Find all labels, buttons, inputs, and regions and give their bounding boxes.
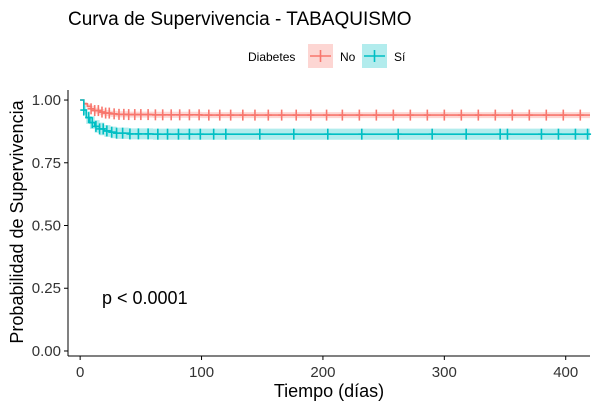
legend-title: Diabetes [248,50,295,64]
legend-item-si: Sí [362,44,406,68]
censor-marks [80,103,592,140]
chart-title: Curva de Supervivencia - TABAQUISMO [68,9,412,30]
x-tick-label: 0 [76,364,84,381]
confidence-bands [80,100,590,140]
ci-band-no [80,100,590,119]
y-tick-label: 0.00 [32,343,61,360]
legend: Diabetes No Sí [248,44,406,68]
plot-area [80,99,592,140]
axes: 0 100 200 300 400 0.00 0.25 0.50 0.75 1.00 [32,90,590,381]
y-tick-label: 0.75 [32,155,61,172]
legend-label-no: No [340,50,356,64]
legend-label-si: Sí [394,50,406,64]
ci-band-si [80,100,590,140]
y-axis-ticks: 0.00 0.25 0.50 0.75 1.00 [32,92,68,360]
x-tick-label: 400 [553,364,578,381]
y-tick-label: 0.25 [32,280,61,297]
x-tick-label: 100 [189,364,214,381]
x-axis-label: Tiempo (días) [274,381,384,401]
y-tick-label: 0.50 [32,218,61,235]
legend-item-no: No [308,44,356,68]
x-axis-ticks: 0 100 200 300 400 [76,356,578,381]
x-tick-label: 300 [432,364,457,381]
x-tick-label: 200 [310,364,335,381]
y-tick-label: 1.00 [32,92,61,109]
p-value-annotation: p < 0.0001 [102,288,188,308]
y-axis-label: Probabilidad de Supervivencia [7,99,27,343]
